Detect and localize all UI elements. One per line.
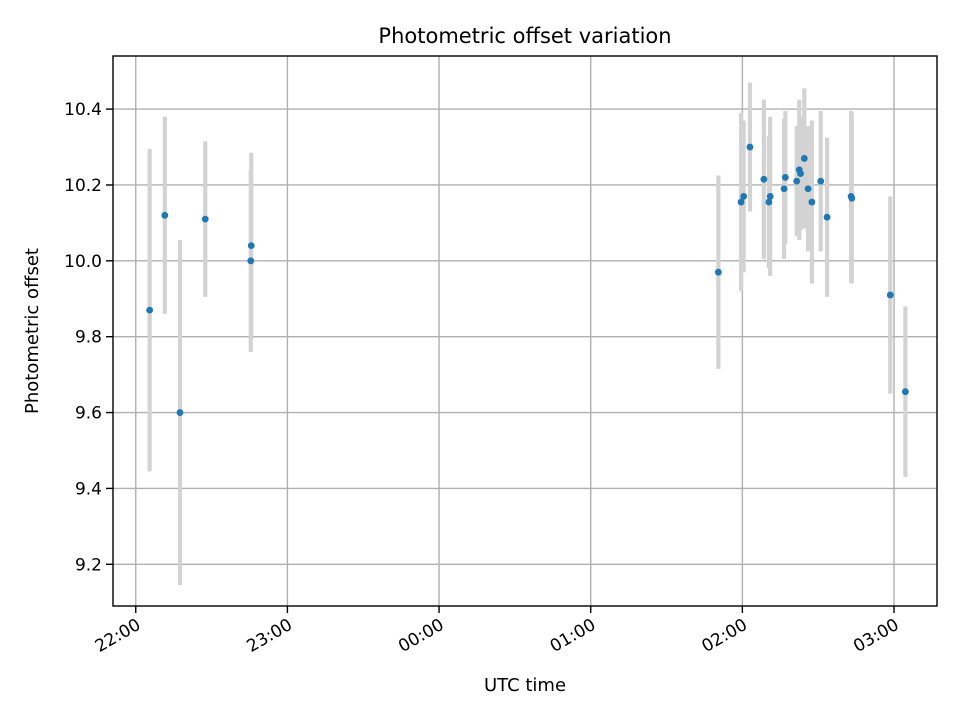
y-tick-label: 10.2 — [64, 176, 102, 196]
data-point — [714, 268, 722, 276]
data-point — [176, 409, 184, 416]
data-point — [817, 177, 825, 185]
y-tick-label: 9.4 — [75, 479, 102, 499]
data-point — [765, 198, 773, 206]
data-point — [781, 173, 789, 181]
data-point — [760, 175, 768, 183]
x-tick-label: 02:00 — [698, 615, 750, 657]
data-point — [780, 185, 788, 193]
data-point — [247, 257, 255, 265]
chart-title: Photometric offset variation — [378, 24, 671, 48]
data-point — [823, 213, 831, 221]
x-tick-label: 23:00 — [243, 615, 295, 657]
data-point — [740, 192, 748, 200]
data-point — [766, 192, 774, 200]
data-point — [800, 155, 808, 162]
data-point — [737, 198, 745, 206]
error-bars — [147, 82, 908, 586]
y-tick-label: 9.6 — [75, 404, 102, 424]
data-point — [247, 242, 255, 250]
y-tick-label: 9.2 — [75, 555, 102, 575]
data-point — [793, 177, 801, 185]
data-point — [797, 170, 804, 177]
data-point — [886, 291, 894, 299]
plot-frame — [112, 55, 938, 607]
x-tick-label: 22:00 — [92, 615, 144, 657]
data-point — [746, 143, 754, 151]
y-tick-label: 10.4 — [64, 100, 102, 120]
data-point — [848, 194, 856, 202]
x-tick-label: 00:00 — [395, 615, 447, 657]
y-tick-label: 9.8 — [75, 328, 102, 348]
y-axis-label: Photometric offset — [22, 248, 43, 414]
data-point — [146, 306, 154, 314]
data-point — [161, 211, 169, 219]
data-point — [808, 198, 816, 206]
data-point — [902, 388, 909, 396]
data-points — [146, 143, 909, 416]
data-point — [804, 185, 812, 193]
x-axis-label: UTC time — [484, 675, 566, 696]
x-tick-label: 03:00 — [850, 615, 902, 657]
y-tick-label: 10.0 — [64, 252, 102, 272]
x-tick-label: 01:00 — [547, 615, 599, 657]
data-point — [201, 215, 209, 223]
axis-ticks: 22:00 23:00 00:00 01:00 02:00 03:00 9.2 9.4 9.6 9… — [64, 100, 902, 657]
